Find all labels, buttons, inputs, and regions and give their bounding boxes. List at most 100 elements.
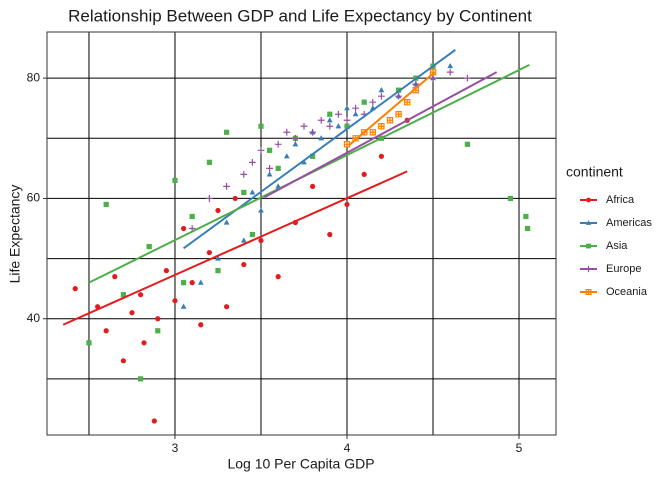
point: [249, 158, 256, 166]
legend-key: [586, 243, 591, 249]
point: [343, 116, 351, 124]
point: [141, 340, 147, 346]
point-shape: [327, 231, 333, 238]
point: [361, 99, 367, 105]
point-shape: [523, 213, 529, 220]
point: [352, 104, 359, 112]
point-shape: [352, 104, 359, 112]
point: [274, 140, 282, 148]
point-shape: [215, 207, 221, 214]
point-shape: [283, 153, 290, 159]
point: [292, 134, 299, 142]
point-shape: [112, 274, 118, 280]
point-shape: [223, 129, 230, 135]
point: [361, 171, 367, 177]
point: [300, 122, 308, 130]
point: [318, 135, 325, 141]
point-shape: [72, 286, 78, 292]
point: [344, 123, 350, 129]
point-shape: [180, 280, 187, 286]
point-shape: [129, 310, 135, 316]
point: [258, 123, 264, 129]
point-shape: [103, 328, 109, 334]
point-shape: [369, 98, 377, 106]
point-shape: [447, 62, 454, 69]
point: [206, 249, 212, 256]
point: [369, 98, 377, 106]
point-shape: [344, 105, 350, 111]
point: [257, 146, 265, 154]
point-shape: [335, 110, 342, 118]
point-shape: [172, 177, 178, 183]
point: [180, 303, 187, 309]
point: [215, 255, 221, 261]
point-shape: [378, 123, 385, 130]
point-shape: [206, 249, 212, 256]
point-shape: [309, 153, 316, 159]
point-shape: [585, 265, 592, 273]
point: [155, 316, 161, 322]
point-shape: [146, 243, 152, 250]
point-shape: [326, 117, 333, 123]
point-shape: [309, 183, 316, 190]
x-tick-label: 3: [172, 441, 179, 455]
point: [223, 304, 230, 310]
point-shape: [343, 116, 351, 124]
point-shape: [344, 123, 350, 129]
point: [180, 280, 187, 286]
point: [378, 153, 385, 159]
point: [223, 129, 230, 135]
point-shape: [223, 183, 230, 190]
point: [447, 62, 454, 69]
point-shape: [274, 140, 282, 148]
point-shape: [223, 219, 230, 225]
trend-line: [348, 71, 436, 147]
point-shape: [507, 195, 514, 202]
trend-line: [62, 170, 408, 326]
point: [395, 111, 402, 118]
legend-title: continent: [566, 164, 623, 180]
point: [525, 225, 531, 232]
trend-line: [182, 49, 456, 250]
point: [266, 171, 273, 177]
point: [266, 164, 273, 172]
point-shape: [378, 87, 385, 93]
point-shape: [275, 274, 281, 280]
point: [309, 153, 316, 159]
point: [378, 123, 385, 130]
point: [395, 92, 402, 100]
point-shape: [232, 195, 238, 202]
x-axis-label: Log 10 Per Capita GDP: [227, 456, 374, 472]
point: [326, 117, 333, 123]
point-shape: [266, 164, 273, 172]
point: [309, 183, 316, 190]
point-shape: [189, 280, 195, 286]
x-tick-label: 5: [516, 441, 523, 455]
point-shape: [215, 255, 221, 261]
chart-title: Relationship Between GDP and Life Expect…: [68, 6, 532, 25]
point: [232, 195, 238, 202]
point-shape: [137, 292, 144, 298]
point-shape: [266, 147, 273, 153]
point: [120, 292, 126, 298]
point: [197, 279, 204, 285]
point-shape: [257, 146, 265, 154]
point: [240, 237, 247, 243]
point: [137, 376, 144, 382]
point-shape: [300, 122, 308, 130]
point-shape: [223, 304, 230, 310]
point: [163, 268, 169, 274]
point: [103, 328, 109, 334]
point-shape: [155, 316, 161, 322]
point: [378, 87, 385, 93]
point-shape: [206, 195, 213, 202]
point: [275, 165, 281, 171]
point: [378, 92, 385, 100]
point-shape: [369, 129, 377, 136]
point: [206, 195, 213, 202]
legend-label: Asia: [606, 240, 628, 252]
point: [369, 129, 377, 136]
point: [120, 358, 126, 364]
point-shape: [141, 340, 147, 346]
